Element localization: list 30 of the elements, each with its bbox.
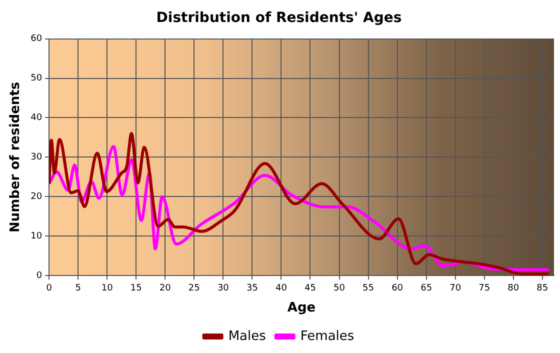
- x-tick-label: 45: [304, 283, 316, 294]
- x-tick-label: 10: [101, 283, 114, 294]
- y-tick-label: 0: [36, 270, 42, 281]
- y-tick-label: 30: [30, 152, 42, 163]
- x-tick-label: 20: [159, 283, 172, 294]
- x-tick-label: 80: [508, 283, 520, 294]
- y-tick-label: 10: [30, 231, 42, 242]
- x-tick-label: 25: [188, 283, 200, 294]
- x-tick-label: 40: [275, 283, 288, 294]
- x-tick-label: 15: [130, 283, 142, 294]
- x-tick-label: 50: [334, 283, 346, 294]
- x-tick-label: 55: [362, 283, 374, 294]
- x-axis-title: Age: [287, 300, 316, 316]
- legend-label: Males: [228, 328, 266, 344]
- x-tick-label: 70: [450, 283, 462, 294]
- y-tick-label: 60: [30, 34, 42, 44]
- legend-label: Females: [300, 328, 354, 344]
- chart-title: Distribution of Residents' Ages: [156, 10, 402, 26]
- x-tick-label: 60: [392, 283, 404, 294]
- x-tick-label: 5: [75, 283, 81, 294]
- x-tick-label: 30: [217, 283, 230, 294]
- x-tick-label: 75: [478, 283, 490, 294]
- x-tick-label: 85: [536, 283, 548, 294]
- x-tick-label: 35: [246, 283, 258, 294]
- y-axis-title: Number of residents: [8, 82, 24, 233]
- y-tick-label: 50: [30, 74, 42, 84]
- y-tick-label: 20: [30, 192, 42, 202]
- y-tick-label: 40: [30, 113, 42, 124]
- x-tick-label: 0: [46, 283, 52, 294]
- x-tick-label: 65: [420, 283, 432, 294]
